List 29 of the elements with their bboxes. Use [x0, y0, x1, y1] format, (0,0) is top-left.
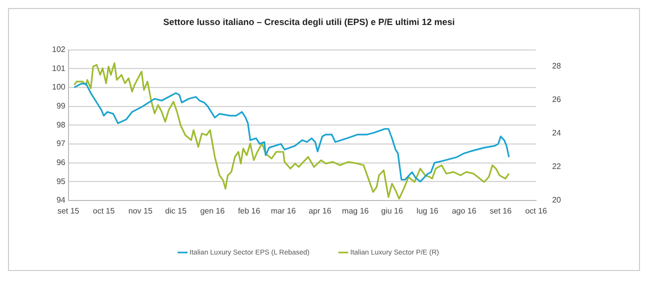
y-tick-label: 94 — [56, 196, 66, 205]
x-tick-label: apr 16 — [308, 206, 332, 216]
x-tick-label: mar 16 — [270, 206, 296, 216]
y2-tick-label: 28 — [552, 62, 562, 71]
y2-tick-label: 26 — [552, 95, 562, 104]
x-tick-label: feb 16 — [238, 206, 261, 216]
y-tick-label: 102 — [52, 45, 66, 54]
y-tick-label: 98 — [56, 120, 66, 130]
y-tick-label: 101 — [52, 64, 66, 73]
x-tick-label: oct 15 — [92, 206, 116, 216]
x-tick-label: mag 16 — [342, 206, 370, 216]
x-tick-label: set 15 — [57, 206, 80, 216]
x-tick-label: set 16 — [490, 206, 512, 216]
y2-tick-label: 20 — [552, 196, 562, 205]
chart-title: Settore lusso italiano – Crescita degli utili (EPS) e P/E ultimi 12 mesi — [163, 16, 455, 27]
y-tick-label: 100 — [52, 82, 66, 92]
x-tick-label: giu 16 — [381, 206, 404, 216]
x-tick-label: nov 15 — [128, 206, 153, 216]
y-tick-label: 97 — [56, 139, 66, 148]
y2-tick-label: 22 — [552, 162, 562, 172]
y-tick-label: 99 — [56, 101, 66, 110]
x-tick-label: lug 16 — [416, 206, 439, 216]
y-tick-label: 95 — [56, 176, 66, 186]
x-tick-label: oct 16 — [525, 206, 548, 216]
x-tick-label: gen 16 — [200, 206, 226, 216]
y-tick-label: 96 — [56, 158, 66, 167]
y2-tick-label: 24 — [552, 128, 562, 138]
x-tick-label: ago 16 — [452, 206, 477, 216]
x-tick-label: dic 15 — [165, 206, 188, 216]
